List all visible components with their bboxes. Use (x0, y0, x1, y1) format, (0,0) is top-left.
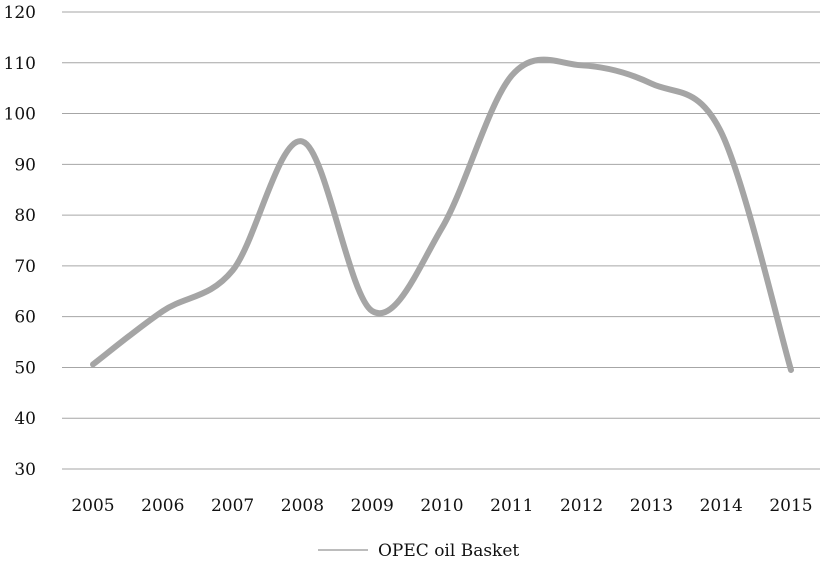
y-tick-label: 60 (14, 308, 36, 328)
legend: OPEC oil Basket (318, 541, 519, 561)
y-tick-label: 30 (14, 460, 36, 480)
y-tick-label: 100 (4, 105, 36, 125)
data-point-2008 (299, 138, 305, 144)
y-tick-label: 40 (14, 409, 36, 429)
data-point-2009 (369, 308, 375, 314)
x-tick-label: 2008 (281, 496, 324, 516)
x-tick-label: 2014 (700, 496, 743, 516)
y-tick-label: 70 (14, 257, 36, 277)
legend-label: OPEC oil Basket (378, 541, 519, 561)
y-tick-label: 120 (4, 3, 36, 23)
x-tick-label: 2007 (211, 496, 254, 516)
data-point-2010 (439, 225, 445, 231)
x-tick-label: 2006 (141, 496, 184, 516)
gridlines (62, 11, 820, 470)
data-point-2005 (90, 361, 96, 367)
y-axis-tick-labels: 30 40 50 60 70 80 90 100 110 120 (4, 3, 36, 480)
y-tick-label: 80 (14, 206, 36, 226)
data-point-2006 (160, 308, 166, 314)
data-point-2012 (579, 62, 585, 68)
series-line-0 (90, 56, 794, 373)
x-tick-label: 2010 (420, 496, 463, 516)
x-tick-label: 2012 (560, 496, 603, 516)
x-tick-label: 2005 (71, 496, 114, 516)
data-point-2011 (509, 72, 515, 78)
x-tick-label: 2015 (769, 496, 812, 516)
x-axis-tick-labels: 2005 2006 2007 2008 2009 2010 2011 2012 2013 2014… (71, 496, 812, 516)
series-lines (90, 56, 794, 373)
data-point-2015 (788, 367, 794, 373)
x-tick-label: 2009 (351, 496, 394, 516)
x-tick-label: 2011 (490, 496, 533, 516)
data-point-2014 (718, 129, 724, 135)
y-tick-label: 50 (14, 358, 36, 378)
data-point-2013 (648, 81, 654, 87)
x-tick-label: 2013 (630, 496, 673, 516)
data-point-2007 (230, 267, 236, 273)
y-tick-label: 90 (14, 155, 36, 175)
y-tick-label: 110 (4, 54, 36, 74)
